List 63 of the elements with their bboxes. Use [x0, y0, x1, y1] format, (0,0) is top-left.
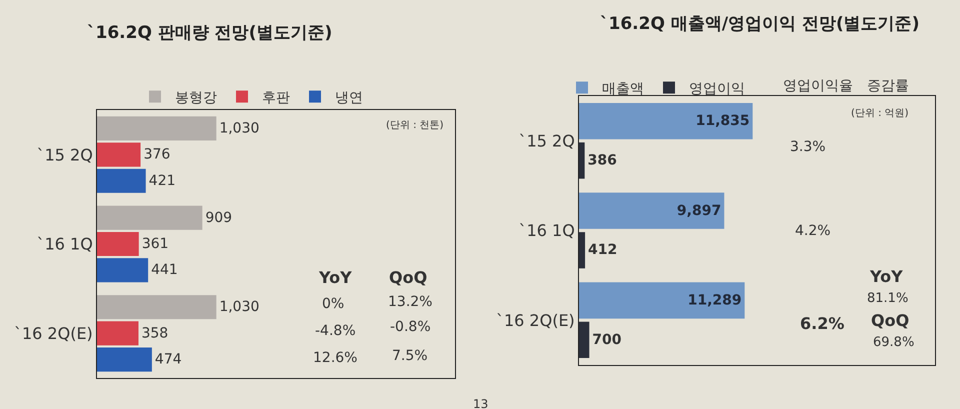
legend-label: 후판 [262, 90, 290, 106]
data-label: 9,897 [676, 202, 722, 219]
data-label: 11,835 [696, 113, 750, 130]
data-label: 1,030 [219, 120, 260, 136]
chart-title: `16.2Q 매출액/영업이익 전망(별도기준) [600, 14, 920, 34]
text: 7.5% [392, 348, 428, 364]
text: 69.8% [873, 335, 914, 350]
y-tick-label: `15 2Q [36, 145, 93, 164]
text: 13 [473, 397, 488, 409]
text: -0.8% [390, 319, 431, 335]
text: 13.2% [388, 294, 432, 310]
bar [97, 168, 146, 193]
text: 증감률 [867, 78, 909, 94]
legend-label: 봉형강 [175, 90, 217, 106]
text: QoQ [871, 311, 910, 330]
data-label: 1,030 [219, 299, 260, 316]
bar [579, 322, 590, 358]
text: YoY [318, 268, 352, 287]
legend-label: 영업이익 [689, 81, 745, 98]
legend-label: 매출액 [602, 81, 644, 98]
data-label: 700 [592, 332, 622, 348]
bar [97, 295, 216, 320]
data-label: 386 [588, 152, 617, 169]
text: -4.8% [315, 323, 356, 339]
legend-label: 냉연 [335, 90, 363, 106]
chart-title: `16.2Q 판매량 전망(별도기준) [87, 23, 332, 43]
bar [97, 321, 138, 346]
bar [97, 232, 139, 256]
bar [97, 206, 202, 230]
text: YoY [869, 267, 904, 286]
text: 12.6% [313, 350, 358, 366]
y-tick-label: `15 2Q [518, 131, 575, 150]
text: 0% [322, 296, 344, 312]
y-tick-label: `16 2Q(E) [14, 324, 93, 343]
text: 6.2% [800, 314, 844, 333]
text: 4.2% [795, 223, 831, 239]
bar [579, 232, 586, 268]
bar [579, 102, 753, 140]
data-label: 474 [154, 352, 182, 368]
bar [97, 142, 141, 167]
data-label: 361 [142, 236, 169, 252]
bar [579, 142, 585, 179]
data-label: 412 [588, 242, 618, 258]
text: QoQ [389, 268, 428, 287]
y-tick-label: `16 1Q [36, 234, 93, 254]
data-label: 421 [148, 172, 176, 189]
text: (단위 : 억원) [851, 108, 909, 119]
y-tick-label: `16 1Q [518, 221, 575, 240]
bar [579, 192, 724, 229]
data-label: 358 [141, 325, 168, 342]
text: 영업이익율 [783, 78, 853, 94]
data-label: 376 [144, 146, 170, 163]
data-label: 441 [151, 262, 178, 278]
text: 3.3% [790, 139, 826, 155]
bar [97, 347, 152, 372]
text: (단위 : 천톤) [386, 120, 444, 131]
text: 81.1% [867, 291, 908, 306]
bar [579, 282, 745, 319]
bar [97, 116, 216, 141]
bar [97, 258, 148, 282]
y-tick-label: `16 2Q(E) [496, 310, 575, 330]
data-label: 909 [205, 210, 232, 226]
data-label: 11,289 [688, 292, 742, 308]
